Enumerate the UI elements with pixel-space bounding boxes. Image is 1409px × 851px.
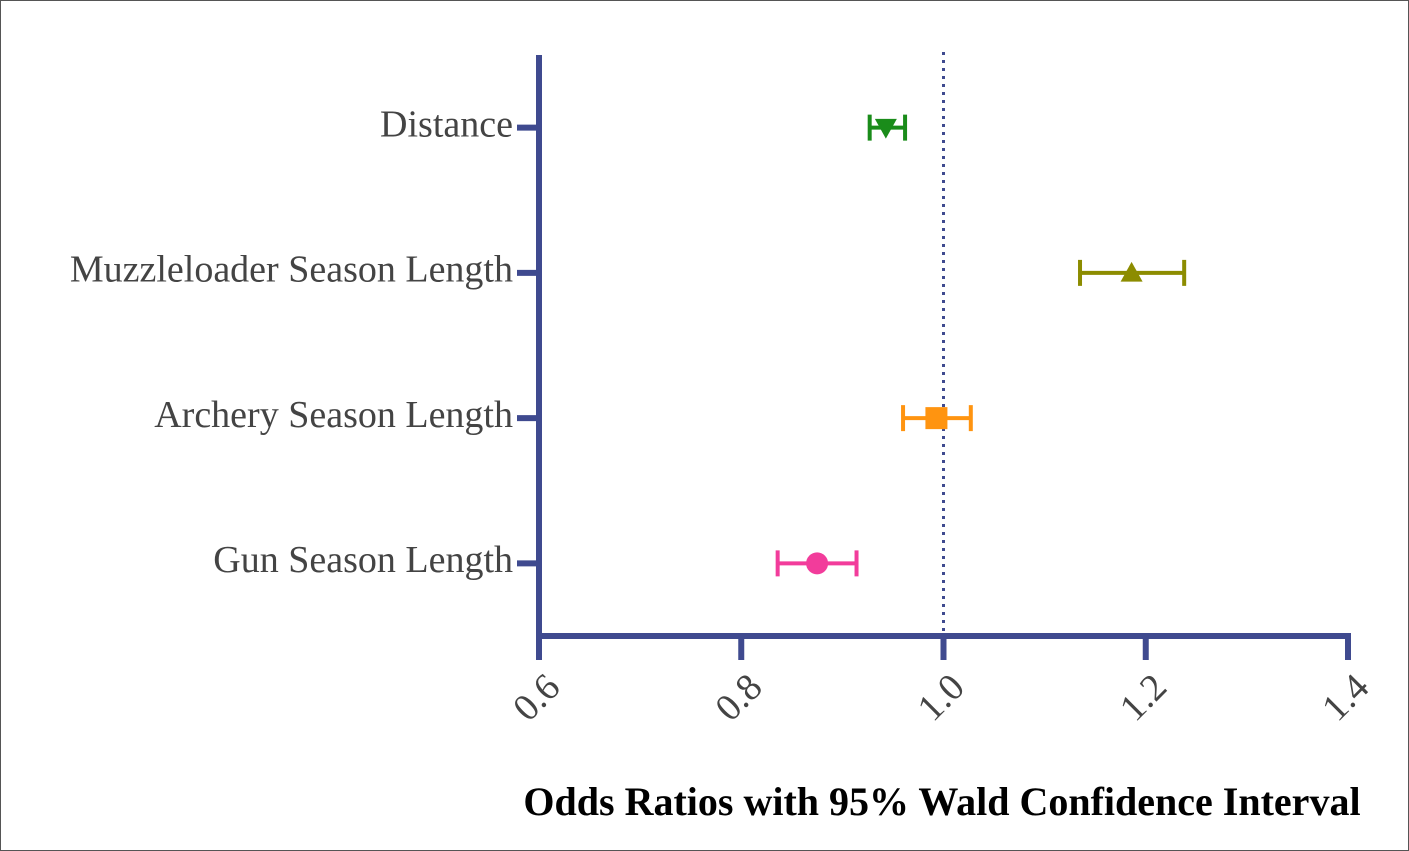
marker xyxy=(925,407,948,430)
marker xyxy=(1120,261,1143,282)
y-tick-label: Distance xyxy=(380,103,513,145)
marker xyxy=(806,552,829,575)
y-tick-label: Muzzleloader Season Length xyxy=(70,249,513,291)
y-tick-label: Gun Season Length xyxy=(213,539,513,581)
y-tick-label: Archery Season Length xyxy=(154,394,513,436)
chart-title: Odds Ratios with 95% Wald Confidence Int… xyxy=(523,779,1360,824)
marker xyxy=(874,118,897,139)
